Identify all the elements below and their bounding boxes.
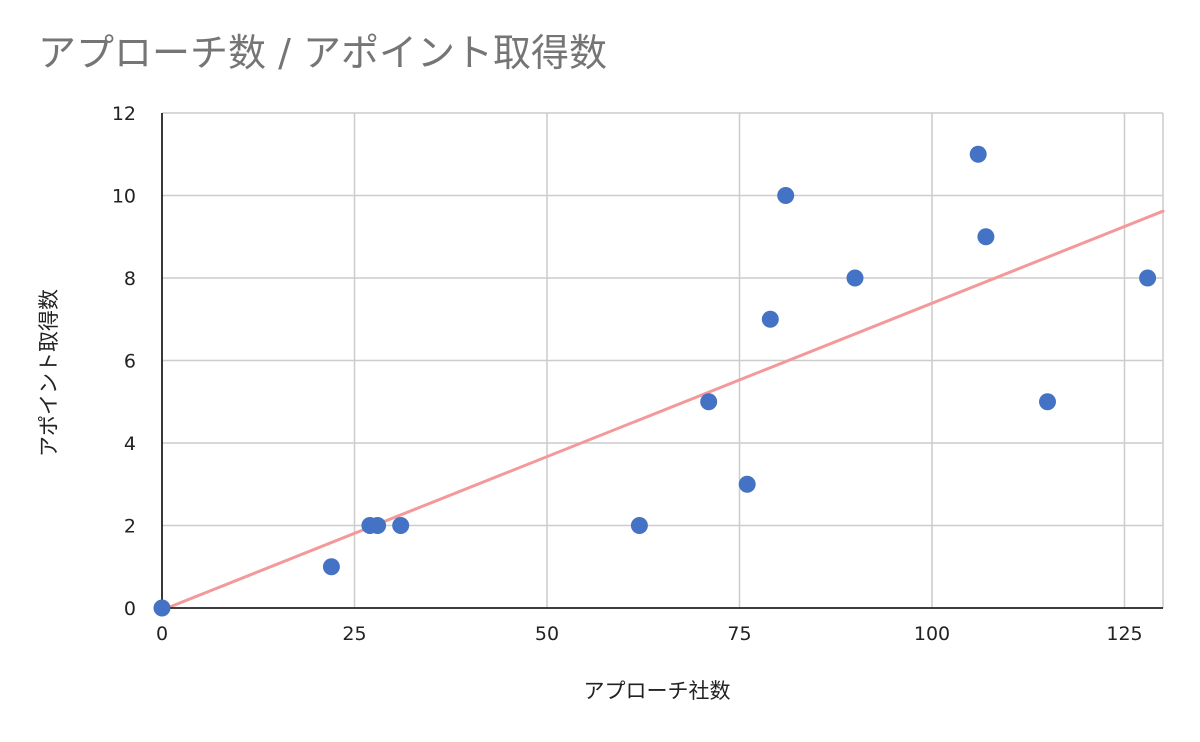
y-tick-label: 10: [112, 186, 136, 208]
data-point: [369, 517, 387, 534]
y-tick-label: 0: [124, 598, 136, 620]
y-axis-title: アポイント取得数: [37, 289, 61, 457]
y-tick-label: 2: [124, 516, 136, 538]
axes: [161, 113, 1163, 609]
data-point: [777, 187, 795, 204]
x-tick-label: 125: [1106, 623, 1142, 645]
data-point: [1039, 393, 1056, 411]
data-point: [1139, 269, 1157, 287]
x-tick-label: 100: [914, 623, 950, 645]
data-point: [761, 310, 779, 328]
data-point: [738, 475, 756, 493]
data-point: [392, 517, 410, 534]
data-point: [969, 145, 987, 163]
tick-labels: 0 2 4 6 8 10 12 0 25 50 75 100 125: [112, 103, 1143, 645]
y-tick-label: 12: [112, 103, 136, 125]
data-point: [153, 599, 171, 617]
trendline-layer: [165, 209, 1165, 610]
x-tick-label: 25: [342, 623, 366, 645]
data-points: [153, 145, 1157, 617]
data-point: [630, 517, 648, 534]
x-tick-label: 0: [156, 623, 168, 645]
y-tick-label: 8: [124, 268, 136, 290]
x-axis-title: アプローチ社数: [584, 679, 731, 703]
data-point: [977, 228, 995, 246]
y-tick-label: 6: [124, 351, 136, 373]
chart-title: アプローチ数 / アポイント取得数: [38, 31, 607, 75]
gridlines: [162, 112, 1164, 608]
x-tick-label: 75: [727, 623, 751, 645]
data-point: [322, 558, 340, 576]
data-point: [846, 269, 864, 287]
y-tick-label: 4: [124, 433, 136, 455]
trendline: [165, 209, 1165, 610]
x-tick-label: 50: [535, 623, 559, 645]
data-point: [700, 393, 718, 411]
